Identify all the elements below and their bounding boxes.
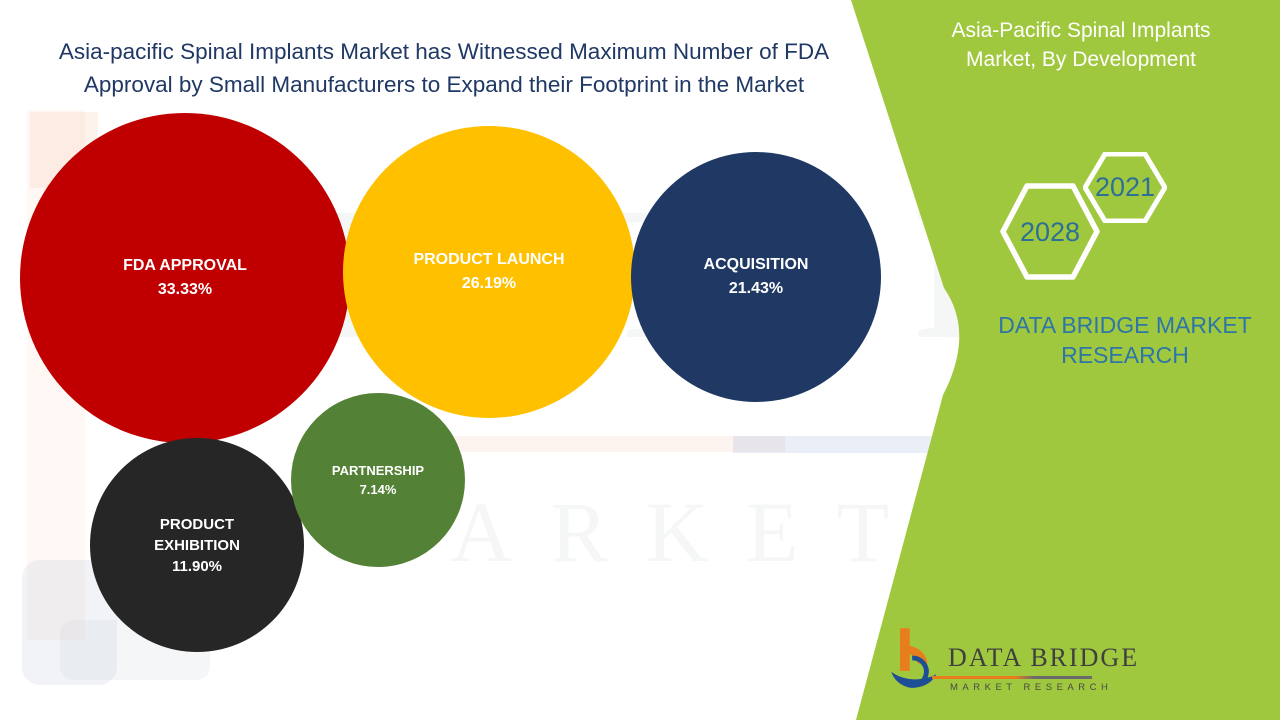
- side-panel-title-line2: Market, By Development: [966, 48, 1196, 71]
- panel-brand-text: DATA BRIDGE MARKET RESEARCH: [945, 310, 1280, 370]
- year-badge-2021: 2021: [1094, 172, 1156, 202]
- bubble-product-launch: PRODUCT LAUNCH 26.19%: [343, 126, 635, 418]
- bubble-partnership: PARTNERSHIP 7.14%: [291, 393, 465, 567]
- bubble-label: PRODUCT EXHIBITION: [154, 515, 240, 554]
- dbmr-logo-wordmark: DATA BRIDGE: [948, 643, 1140, 672]
- bubble-value: 21.43%: [728, 280, 784, 297]
- page-title-line1: Asia-pacific Spinal Implants Market has …: [58, 39, 830, 64]
- watermark-band-blue: [733, 436, 963, 453]
- dbmr-logo-icon: [891, 628, 937, 688]
- bubble-label: FDA APPROVAL: [123, 257, 247, 274]
- hexagon-2028-icon: [1000, 183, 1100, 280]
- bubble-product-exhibition: PRODUCT EXHIBITION 11.90%: [90, 438, 304, 652]
- bubble-fda-approval: FDA APPROVAL 33.33%: [20, 113, 350, 443]
- page-title: Asia-pacific Spinal Implants Market has …: [0, 35, 888, 101]
- page-title-line2: Approval by Small Manufacturers to Expan…: [83, 72, 805, 97]
- bubble-value: 26.19%: [461, 275, 517, 292]
- bubble-label: ACQUISITION: [703, 256, 809, 273]
- dbmr-logo-underline: [932, 676, 1092, 679]
- bubble-value: 33.33%: [157, 281, 213, 298]
- bubble-value: 7.14%: [359, 482, 397, 497]
- year-badge-2028: 2028: [1019, 217, 1081, 247]
- side-panel-title-line1: Asia-Pacific Spinal Implants: [951, 19, 1211, 42]
- hexagon-2021-icon: [1083, 152, 1167, 223]
- dbmr-logo-subtext: MARKET RESEARCH: [950, 682, 1113, 693]
- bubble-label: PARTNERSHIP: [331, 463, 425, 478]
- side-panel-title: Asia-Pacific Spinal Implants Market, By …: [885, 16, 1277, 74]
- panel-brand-line2: RESEARCH: [1061, 342, 1189, 368]
- panel-brand-line1: DATA BRIDGE MARKET: [998, 312, 1252, 338]
- bubble-acquisition: ACQUISITION 21.43%: [631, 152, 881, 402]
- bubble-value: 11.90%: [171, 557, 223, 575]
- bubble-label: PRODUCT LAUNCH: [413, 251, 565, 268]
